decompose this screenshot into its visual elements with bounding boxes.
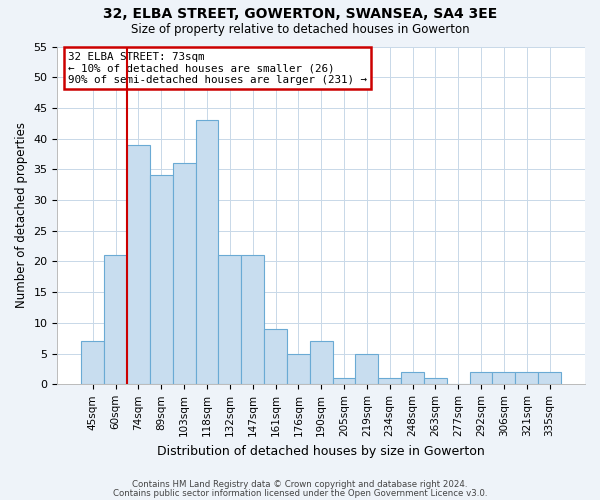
- Text: Contains HM Land Registry data © Crown copyright and database right 2024.: Contains HM Land Registry data © Crown c…: [132, 480, 468, 489]
- Y-axis label: Number of detached properties: Number of detached properties: [15, 122, 28, 308]
- Bar: [379, 378, 401, 384]
- Bar: [150, 176, 173, 384]
- Bar: [424, 378, 447, 384]
- Bar: [218, 256, 241, 384]
- Bar: [401, 372, 424, 384]
- Bar: [287, 354, 310, 384]
- Text: Size of property relative to detached houses in Gowerton: Size of property relative to detached ho…: [131, 22, 469, 36]
- Text: Contains public sector information licensed under the Open Government Licence v3: Contains public sector information licen…: [113, 488, 487, 498]
- Bar: [493, 372, 515, 384]
- X-axis label: Distribution of detached houses by size in Gowerton: Distribution of detached houses by size …: [157, 444, 485, 458]
- Bar: [515, 372, 538, 384]
- Bar: [355, 354, 379, 384]
- Bar: [104, 256, 127, 384]
- Bar: [310, 342, 332, 384]
- Bar: [82, 342, 104, 384]
- Bar: [264, 329, 287, 384]
- Bar: [241, 256, 264, 384]
- Bar: [196, 120, 218, 384]
- Bar: [538, 372, 561, 384]
- Bar: [332, 378, 355, 384]
- Bar: [173, 163, 196, 384]
- Text: 32, ELBA STREET, GOWERTON, SWANSEA, SA4 3EE: 32, ELBA STREET, GOWERTON, SWANSEA, SA4 …: [103, 8, 497, 22]
- Bar: [127, 145, 150, 384]
- Bar: [470, 372, 493, 384]
- Text: 32 ELBA STREET: 73sqm
← 10% of detached houses are smaller (26)
90% of semi-deta: 32 ELBA STREET: 73sqm ← 10% of detached …: [68, 52, 367, 85]
